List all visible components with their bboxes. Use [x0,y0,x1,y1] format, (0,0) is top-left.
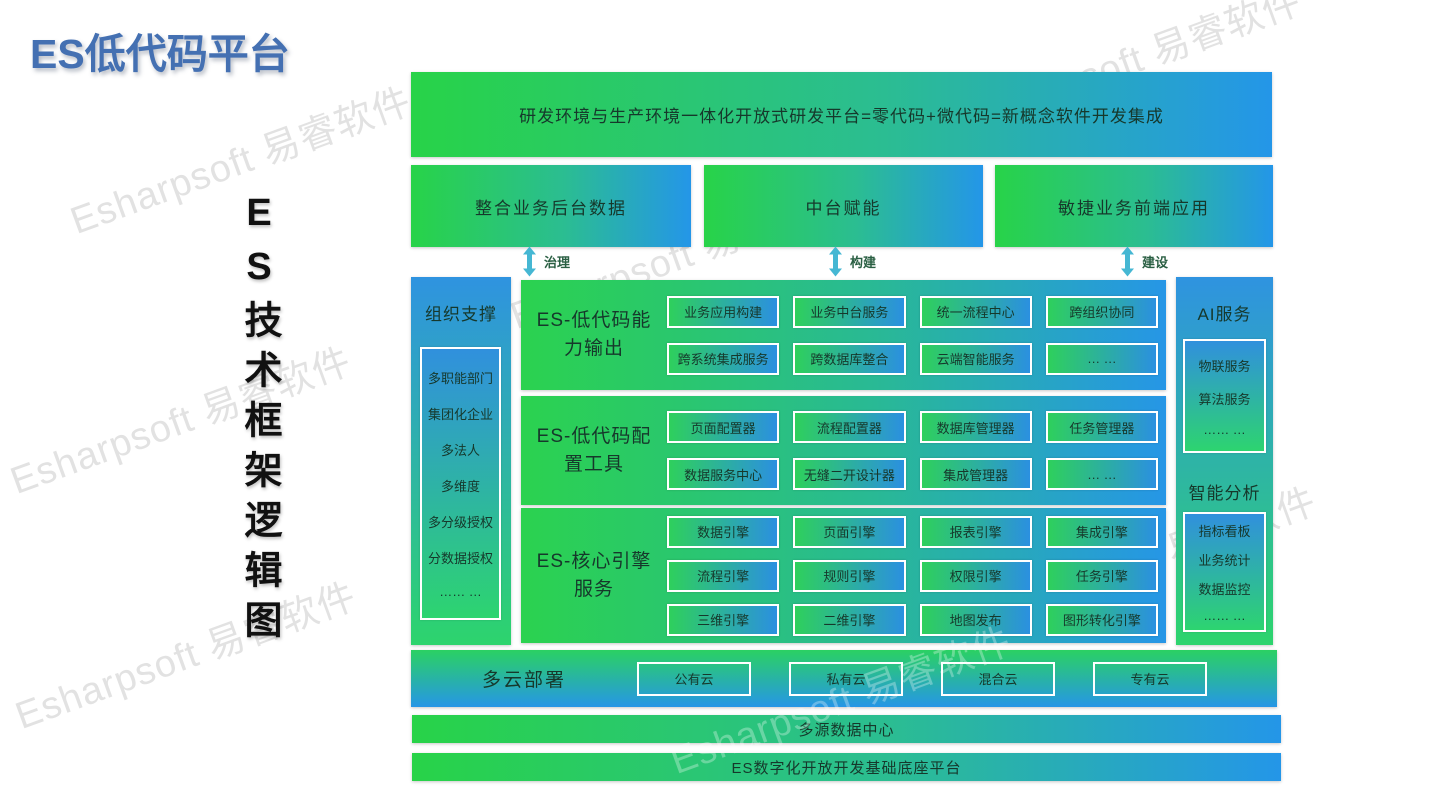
chip: 跨数据库整合 [793,342,906,375]
list-item: 多分级授权 [427,515,493,530]
chip: 页面配置器 [667,411,780,443]
chip: 集成管理器 [919,458,1032,490]
chip: 规则引擎 [793,559,906,592]
list-item: …… … [439,584,482,599]
chip: 二维引擎 [793,603,906,636]
chip: … … [1045,458,1158,490]
watermark: Esharpsoft 易睿软件 [5,340,358,503]
chip: 任务引擎 [1045,559,1158,592]
top-box-label: 整合业务后台数据 [475,198,627,218]
row-config-tools: ES-低代码配置工具 页面配置器 流程配置器 数据库管理器 任务管理器 数据服务… [521,396,1166,505]
chip: 三维引擎 [667,603,780,636]
arrow-label: 构建 [850,254,877,270]
list-item: 多维度 [440,479,480,494]
org-support-column: 组织支撑 多职能部门 集团化企业 多法人 多维度 多分级授权 分数据授权 …… … [411,277,511,645]
chip: 任务管理器 [1045,411,1158,443]
chip: 流程引擎 [667,559,780,592]
chip: 数据服务中心 [667,458,780,490]
side-title: ES技术框架逻辑图 [238,192,280,650]
chip: 业务应用构建 [667,295,780,328]
chip: 图形转化引擎 [1045,603,1158,636]
list-item: 集团化企业 [427,407,493,422]
smart-analytics-list: 指标看板 业务统计 数据监控 …… … [1183,512,1266,632]
chip: 地图发布 [919,603,1032,636]
top-box-backend-data: 整合业务后台数据 [411,165,691,247]
chip: 跨系统集成服务 [667,342,780,375]
double-arrow-icon [829,246,842,276]
cloud-chip: 公有云 [637,661,751,696]
org-support-list: 多职能部门 集团化企业 多法人 多维度 多分级授权 分数据授权 …… … [420,347,501,620]
top-box-label: 中台赋能 [805,198,882,218]
row-core-engines: ES-核心引擎服务 数据引擎 页面引擎 报表引擎 集成引擎 流程引擎 规则引擎 … [521,508,1166,643]
chip: 业务中台服务 [793,295,906,328]
datacenter-bar: 多源数据中心 [412,715,1281,743]
base-platform-label: ES数字化开放开发基础底座平台 [731,759,962,777]
cloud-chip: 私有云 [789,661,903,696]
cloud-chip: 专有云 [1093,661,1207,696]
arrow-construct: 建设 [1120,245,1168,277]
chip: 页面引擎 [793,515,906,548]
list-item: …… … [1203,608,1246,623]
top-box-frontend-app: 敏捷业务前端应用 [995,165,1273,247]
base-platform-bar: ES数字化开放开发基础底座平台 [412,753,1281,781]
chip: 云端智能服务 [919,342,1032,375]
row-label: ES-低代码能力输出 [536,310,652,359]
list-item: 指标看板 [1198,524,1251,539]
banner-text: 研发环境与生产环境一体化开放式研发平台=零代码+微代码=新概念软件开发集成 [519,107,1164,126]
row-label: ES-低代码配置工具 [536,425,652,475]
double-arrow-icon [523,246,536,276]
banner-box: 研发环境与生产环境一体化开放式研发平台=零代码+微代码=新概念软件开发集成 [411,72,1272,157]
list-item: …… … [1203,421,1246,437]
chip: 无缝二开设计器 [793,458,906,490]
row-capability-output: ES-低代码能力输出 业务应用构建 业务中台服务 统一流程中心 跨组织协同 跨系… [521,280,1166,390]
chip-grid: 数据引擎 页面引擎 报表引擎 集成引擎 流程引擎 规则引擎 权限引擎 任务引擎 … [667,508,1166,643]
chip-grid: 页面配置器 流程配置器 数据库管理器 任务管理器 数据服务中心 无缝二开设计器 … [667,396,1166,505]
top-box-label: 敏捷业务前端应用 [1058,198,1210,218]
multicloud-bar: 多云部署 公有云 私有云 混合云 专有云 [411,650,1277,707]
ai-services-title: AI服务 [1197,305,1252,324]
list-item: 数据监控 [1198,582,1251,597]
chip: 报表引擎 [919,515,1032,548]
arrow-label: 建设 [1142,254,1169,270]
cloud-chip: 混合云 [941,661,1055,696]
list-item: 多职能部门 [427,371,493,386]
arrow-governance: 治理 [522,245,570,277]
list-item: 多法人 [440,443,480,458]
list-item: 算法服务 [1198,391,1251,407]
list-item: 业务统计 [1198,553,1251,568]
chip: 统一流程中心 [919,295,1032,328]
multicloud-label: 多云部署 [481,670,566,691]
datacenter-label: 多源数据中心 [798,721,895,739]
chip: 数据库管理器 [919,411,1032,443]
chip: … … [1045,342,1158,375]
arrow-label: 治理 [544,254,571,270]
chip: 数据引擎 [667,515,780,548]
row-label: ES-核心引擎服务 [536,550,652,600]
chip-grid: 业务应用构建 业务中台服务 统一流程中心 跨组织协同 跨系统集成服务 跨数据库整… [667,280,1166,390]
chip: 权限引擎 [919,559,1032,592]
double-arrow-icon [1121,246,1134,276]
page-title: ES低代码平台 [30,31,290,77]
arrow-build: 构建 [828,245,876,277]
watermark: Esharpsoft 易睿软件 [10,575,363,738]
list-item: 物联服务 [1198,358,1251,374]
list-item: 分数据授权 [427,551,493,566]
cloud-chip-row: 公有云 私有云 混合云 专有云 [637,661,1207,696]
ai-services-list: 物联服务 算法服务 …… … [1183,339,1266,453]
org-support-title: 组织支撑 [425,305,497,324]
ai-analytics-column: AI服务 物联服务 算法服务 …… … 智能分析 指标看板 业务统计 数据监控 … [1176,277,1273,645]
chip: 流程配置器 [793,411,906,443]
top-box-middle-platform: 中台赋能 [704,165,983,247]
chip: 集成引擎 [1045,515,1158,548]
chip: 跨组织协同 [1045,295,1158,328]
smart-analytics-title: 智能分析 [1188,484,1261,503]
